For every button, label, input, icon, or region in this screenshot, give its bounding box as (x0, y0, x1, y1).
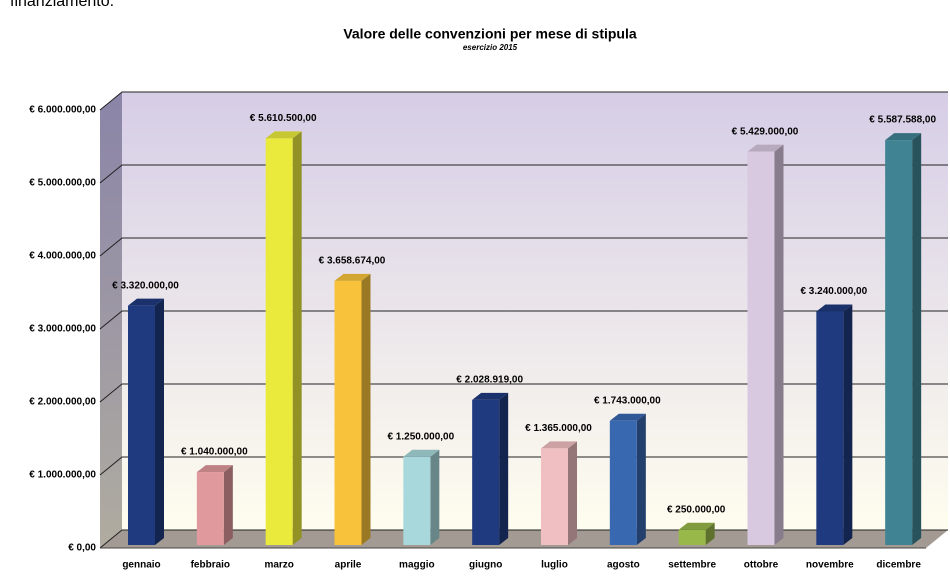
bar-top (472, 392, 509, 400)
page-text: finanziamento. (10, 0, 114, 10)
bar-top (609, 413, 646, 421)
bar-side (155, 298, 164, 545)
bar (678, 529, 706, 545)
bar-top (196, 465, 233, 473)
y-tick-label: € 2.000.000,00 (29, 397, 96, 408)
bar-side (912, 133, 922, 545)
bar (472, 399, 500, 545)
value-label: € 1.040.000,00 (181, 447, 248, 458)
x-tick-label: agosto (607, 560, 640, 571)
bar (196, 472, 224, 545)
bar-top (678, 522, 715, 530)
grid-line (99, 383, 948, 403)
value-label: € 5.429.000,00 (732, 126, 799, 137)
bar (747, 151, 775, 546)
grid-line (99, 237, 948, 257)
bar-side (499, 392, 509, 545)
value-label: € 3.658.674,00 (319, 256, 386, 267)
y-tick-label: € 6.000.000,00 (29, 105, 96, 116)
x-tick-label: febbraio (191, 560, 230, 571)
x-tick-label: giugno (469, 560, 502, 571)
y-tick-label: € 0,00 (68, 543, 96, 554)
bar-side (223, 465, 233, 545)
y-tick-label: € 1.000.000,00 (29, 470, 96, 481)
bar-top (541, 441, 577, 449)
bar-side (636, 413, 646, 545)
bar-side (430, 449, 440, 545)
x-tick-label: settembre (668, 560, 716, 571)
bar-top (128, 298, 164, 306)
bar-top (265, 131, 302, 139)
bar-side (292, 131, 302, 545)
bar-side (568, 441, 577, 545)
x-tick-label: dicembre (876, 560, 921, 571)
value-label: € 5.610.500,00 (250, 113, 317, 124)
bar (885, 140, 913, 545)
bar-side (774, 144, 784, 546)
value-label: € 2.028.919,00 (456, 375, 523, 386)
bar-top (747, 144, 784, 152)
chart-subtitle: esercizio 2015 (463, 43, 518, 52)
bar (265, 138, 293, 545)
value-label: € 3.320.000,00 (112, 280, 179, 291)
value-label: € 1.365.000,00 (525, 423, 592, 434)
value-label: € 3.240.000,00 (800, 286, 867, 297)
value-label: € 250.000,00 (667, 504, 726, 515)
x-tick-label: luglio (541, 560, 568, 571)
bar-top (334, 273, 371, 281)
bar (128, 305, 155, 545)
floor (100, 530, 948, 548)
bar-top (885, 133, 922, 141)
bar-top (403, 449, 440, 457)
y-tick-label: € 5.000.000,00 (29, 178, 96, 189)
bar (541, 448, 568, 545)
bar (609, 420, 637, 545)
value-label: € 5.587.588,00 (869, 115, 936, 126)
y-tick-label: € 3.000.000,00 (29, 324, 96, 335)
grid-line (99, 164, 948, 184)
value-label: € 1.250.000,00 (387, 431, 454, 442)
bar-side (705, 522, 715, 545)
grid-line (99, 529, 948, 549)
x-tick-label: aprile (335, 560, 362, 571)
x-tick-label: marzo (264, 560, 293, 571)
x-tick-label: ottobre (744, 560, 779, 571)
x-tick-label: maggio (399, 560, 435, 571)
value-label: € 1.743.000,00 (594, 395, 661, 406)
y-tick-label: € 4.000.000,00 (29, 251, 96, 262)
x-tick-label: novembre (806, 560, 854, 571)
bar (334, 280, 362, 545)
chart-title: Valore delle convenzioni per mese di sti… (343, 26, 637, 42)
x-tick-label: gennaio (122, 560, 160, 571)
grid-line (99, 91, 948, 111)
grid-line (99, 456, 948, 476)
bar-side (361, 273, 371, 545)
grid-line (99, 310, 948, 330)
bar-top (816, 304, 853, 312)
bar (816, 311, 844, 545)
bar-side (843, 304, 853, 545)
bar (403, 456, 431, 545)
